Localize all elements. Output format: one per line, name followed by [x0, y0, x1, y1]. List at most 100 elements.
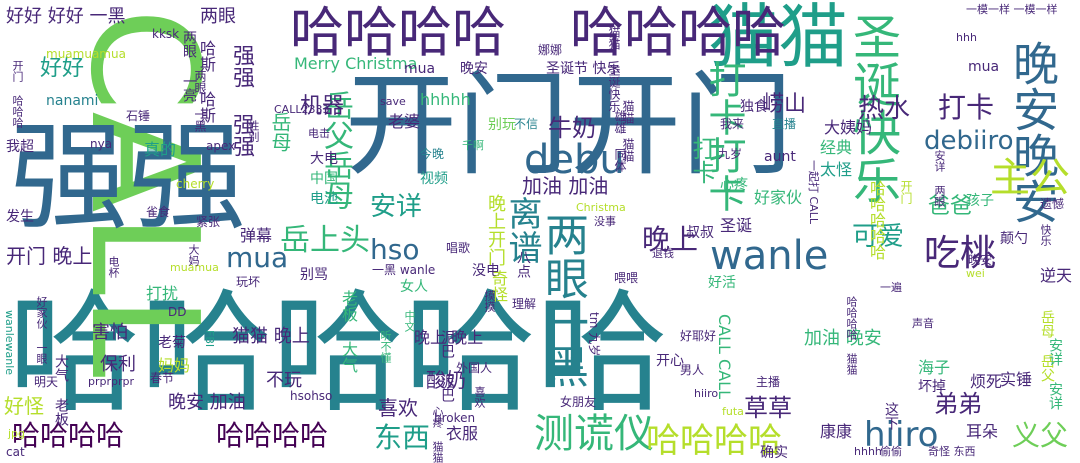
cloud-word: 东西	[374, 421, 431, 454]
cloud-word: 一黑 wanle	[372, 263, 436, 277]
cloud-word: 晚上开门	[485, 194, 506, 266]
cloud-word: CALL	[58, 8, 230, 378]
cloud-word: 两眼	[200, 6, 236, 27]
cloud-word: 明天	[34, 375, 59, 389]
cloud-word: 退钱	[652, 247, 674, 260]
cloud-word: 弟弟	[934, 390, 982, 418]
cloud-word: 心疼 猫猫	[431, 406, 444, 463]
cloud-word: 岳母 岳父	[1039, 310, 1055, 382]
cloud-word: aunt	[764, 149, 796, 165]
cloud-word: 喜欢	[378, 396, 418, 420]
cloud-word: 性别	[247, 120, 260, 142]
cloud-word: 玩坏	[236, 275, 261, 289]
cloud-word: 好怪	[4, 394, 44, 418]
cloud-word: 娜娜	[538, 43, 563, 57]
cloud-word: 可爱	[852, 222, 905, 252]
cloud-word: nanami	[46, 93, 99, 109]
cloud-word: 牛奶	[548, 114, 596, 142]
cloud-word: tm 九岁	[587, 312, 601, 357]
cloud-word: 两眼 一亮	[181, 30, 197, 102]
cloud-word: FBI	[203, 330, 216, 348]
cloud-word: Christma	[576, 201, 626, 214]
cloud-word: 男人	[680, 363, 705, 377]
cloud-word: 声音	[912, 317, 934, 330]
cloud-word: 电杯	[107, 256, 120, 278]
cloud-word: 雀食	[146, 205, 171, 219]
cloud-word: 实锤	[1000, 370, 1033, 389]
cloud-word: 中文	[403, 310, 416, 332]
cloud-word: 哈哈哈哈	[290, 1, 506, 64]
cloud-word: 开门	[899, 180, 913, 204]
cloud-word: 孩子	[966, 193, 994, 209]
cloud-word: mua	[226, 241, 289, 274]
cloud-word: 圣诞快乐	[844, 12, 900, 204]
cloud-word: 经典	[820, 138, 853, 157]
cloud-word: 晚安	[968, 253, 993, 267]
cloud-word: 加油 晚安	[804, 328, 882, 349]
cloud-word: hiiro	[694, 387, 719, 400]
cloud-word: 好好	[40, 56, 85, 81]
cloud-word: 两眼 一黑	[193, 70, 207, 132]
cloud-word: nya	[90, 137, 113, 151]
cloud-word: 加油 加油	[522, 174, 609, 198]
cloud-word: 一模一样 一模一样	[966, 3, 1058, 16]
cloud-word: 春节	[150, 371, 175, 385]
cloud-word: 遗憾	[1040, 197, 1065, 211]
cloud-word: futa	[722, 405, 744, 418]
cloud-word: 圣诞	[720, 216, 753, 235]
cloud-word: muamuamua	[46, 47, 126, 61]
cloud-word: 独食	[740, 99, 768, 115]
cloud-word: 安详 两眼	[933, 150, 946, 207]
cloud-word: 开门 哈哈哈	[11, 60, 24, 128]
cloud-word: broken	[434, 411, 476, 425]
cloud-word: kksk	[152, 27, 180, 41]
cloud-word: 海子	[918, 358, 951, 377]
cloud-word: 打卡打卡	[702, 60, 746, 212]
cloud-word: 发生	[6, 209, 34, 225]
cloud-word: 开门开门	[345, 61, 793, 191]
cloud-word: mua	[404, 61, 436, 77]
cloud-word: 别骂	[300, 267, 328, 283]
cloud-word: 泥巴 泥巴	[439, 330, 455, 402]
cloud-word: 岳父岳母	[318, 90, 353, 210]
cloud-word: 喂喂	[614, 271, 639, 285]
cloud-word: 外国人	[456, 361, 493, 375]
cloud-word: 一起打 CALL	[807, 160, 820, 224]
cloud-word: 弹幕	[240, 226, 273, 245]
cloud-word: 坏掉	[918, 379, 946, 395]
cloud-word: 没事	[594, 215, 616, 228]
cloud-word: 哈哈哈哈	[646, 421, 782, 461]
cloud-word: 大气 老板	[53, 354, 69, 426]
cloud-word: 八点	[515, 250, 531, 278]
cloud-word: 猫猫 圣诞快乐	[607, 26, 621, 112]
cloud-word: 叔叔	[686, 225, 714, 241]
cloud-word: 今晚	[420, 147, 445, 161]
cloud-word: 听不懂	[379, 330, 392, 363]
cloud-word: 中国	[310, 171, 338, 187]
cloud-word: Merry Christma	[294, 54, 418, 73]
cloud-word: 我来	[720, 117, 745, 131]
cloud-word: 安详 安详	[1047, 338, 1063, 410]
cloud-word: 崂山	[762, 92, 807, 117]
cloud-word: 太怪	[820, 160, 853, 179]
cloud-word: 安详	[370, 192, 423, 222]
cloud-word: 康康	[820, 422, 853, 441]
cloud-word: 偷偷	[880, 445, 902, 458]
cloud-word: jpg	[8, 427, 26, 440]
cloud-word: 晚安晚安	[1006, 40, 1060, 224]
cloud-word: 爸爸	[928, 194, 973, 219]
cloud-word: 大姨妈	[824, 118, 873, 137]
cloud-word: 草草	[744, 394, 792, 422]
cloud-word: 这下	[883, 402, 899, 430]
cloud-word: DD	[168, 305, 187, 319]
cloud-word: 测谎仪	[534, 411, 654, 457]
cloud-word: 圣诞节 快乐	[546, 61, 621, 77]
cloud-word: 哈斯 哈斯	[197, 40, 216, 123]
cloud-word: 两眼一黑	[537, 212, 588, 388]
cloud-word: 老板 大气	[339, 290, 358, 373]
cloud-word: 我超	[6, 139, 34, 155]
cloud-word: 强强	[10, 108, 247, 246]
cloud-word: 义父	[1012, 419, 1069, 452]
cloud-word: 烦死	[970, 372, 1003, 391]
cloud-word: 理解	[512, 297, 537, 311]
